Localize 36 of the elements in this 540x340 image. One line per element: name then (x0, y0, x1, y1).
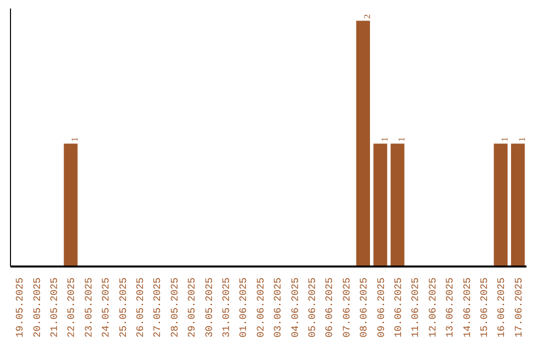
x-tick-label: 16.06.2025 (497, 277, 508, 338)
x-tick-label: 24.05.2025 (102, 277, 113, 338)
x-tick-label: 09.06.2025 (376, 277, 388, 338)
x-tick-label: 26.05.2025 (136, 277, 147, 338)
x-tick-label: 05.06.2025 (308, 277, 319, 338)
x-tick-label: 23.05.2025 (84, 277, 96, 338)
x-tick-label: 21.05.2025 (50, 277, 61, 338)
x-tick-label: 10.06.2025 (394, 277, 405, 338)
x-tick-label: 20.05.2025 (32, 277, 44, 338)
x-tick-label: 31.05.2025 (222, 277, 233, 338)
x-tick-label: 17.06.2025 (514, 277, 526, 338)
data-label: 1 (500, 137, 510, 142)
x-tick-label: 19.05.2025 (16, 277, 27, 338)
x-tick-label: 22.05.2025 (67, 277, 78, 338)
x-tick-label: 15.06.2025 (480, 277, 491, 338)
x-tick-label: 01.06.2025 (239, 277, 250, 338)
x-tick-label: 27.05.2025 (153, 277, 164, 338)
x-tick-label: 11.06.2025 (411, 277, 422, 338)
x-tick-label: 04.06.2025 (290, 277, 302, 338)
x-tick-label: 07.06.2025 (342, 277, 354, 338)
x-tick-label: 29.05.2025 (188, 277, 199, 338)
data-label: 1 (70, 137, 80, 142)
x-tick-label: 28.05.2025 (170, 277, 182, 338)
x-tick-label: 12.06.2025 (428, 277, 440, 338)
x-tick-label: 30.05.2025 (204, 277, 216, 338)
x-tick-label: 02.06.2025 (256, 277, 268, 338)
x-tick-label: 25.05.2025 (118, 277, 130, 338)
data-label: 1 (396, 137, 406, 142)
x-tick-label: 14.06.2025 (462, 277, 474, 338)
data-label: 2 (362, 14, 372, 19)
x-tick-label: 03.06.2025 (274, 277, 285, 338)
x-tick-label: 08.06.2025 (360, 277, 371, 338)
data-label: 1 (516, 137, 527, 142)
data-label: 1 (379, 137, 390, 142)
x-tick-label: 13.06.2025 (446, 277, 457, 338)
x-tick-label: 06.06.2025 (325, 277, 336, 338)
